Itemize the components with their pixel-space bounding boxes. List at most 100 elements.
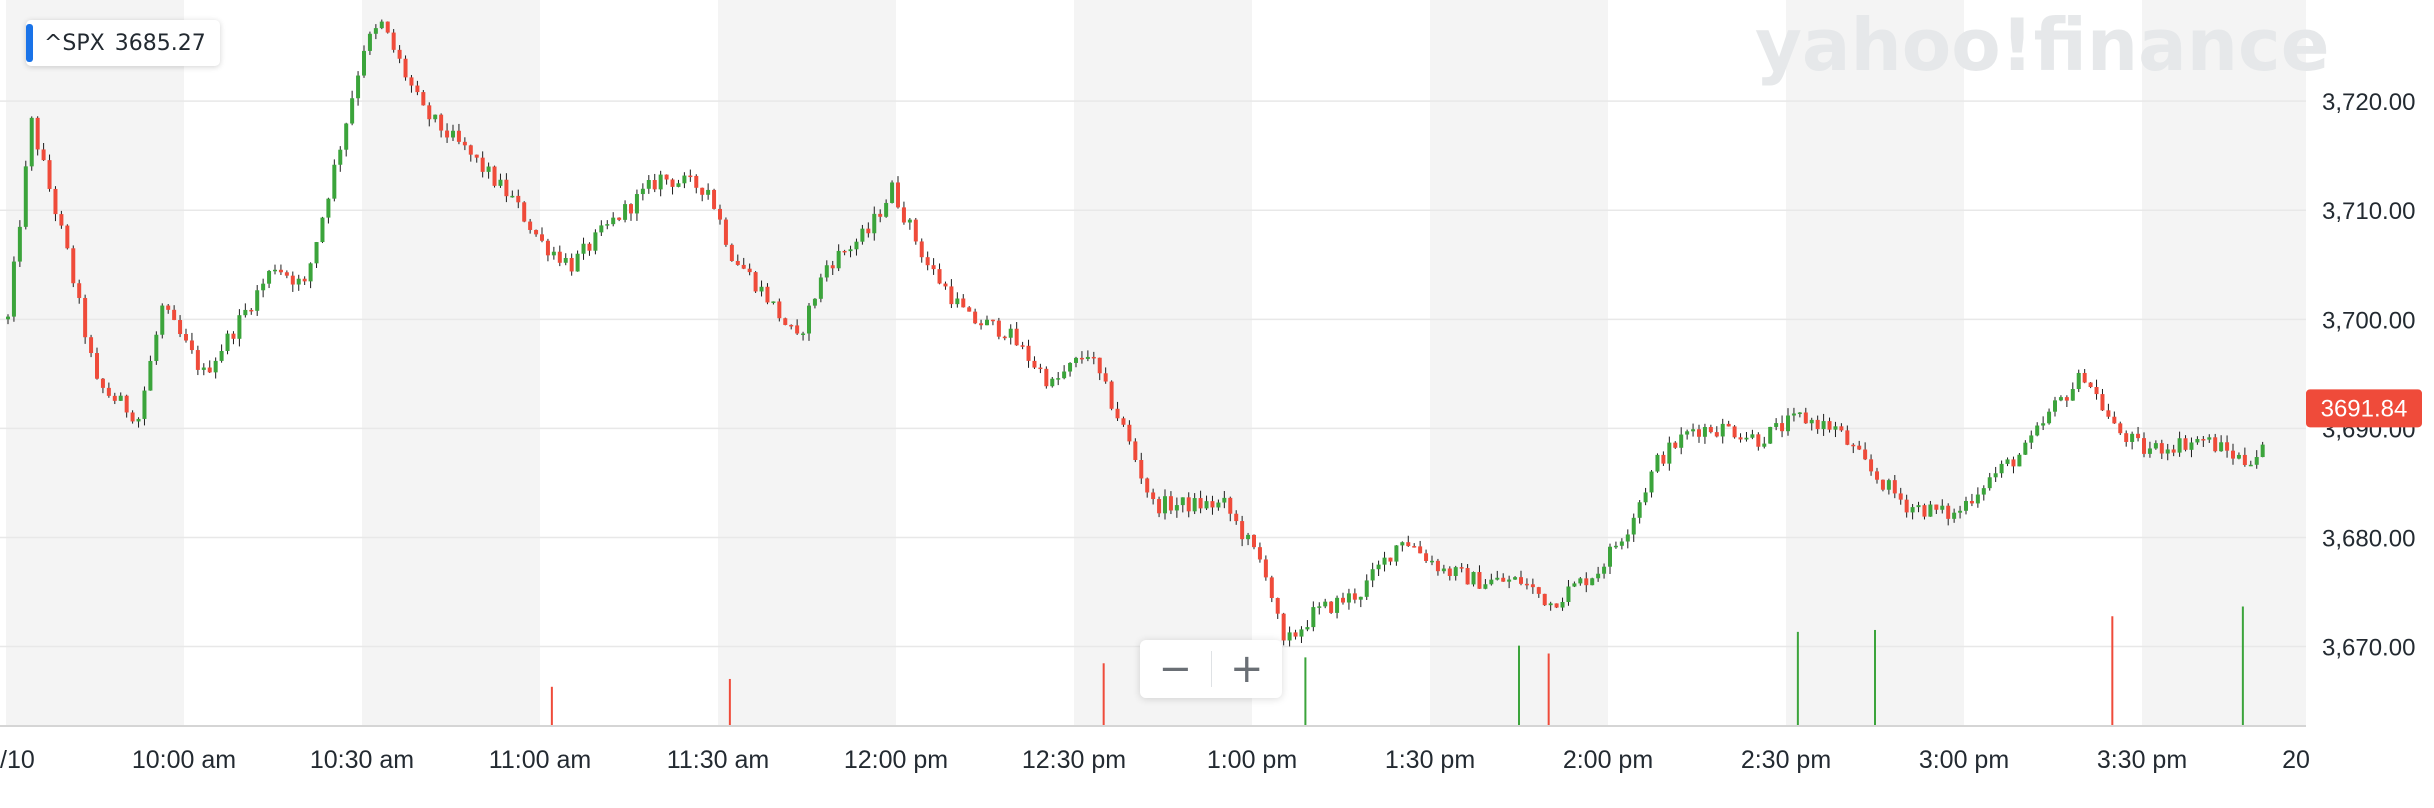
candle: [1370, 562, 1375, 588]
candle: [243, 303, 248, 318]
candle-body: [1625, 534, 1630, 542]
candle-body: [634, 194, 639, 214]
candle-body: [1447, 568, 1452, 576]
candle: [1791, 407, 1796, 422]
candle-body: [872, 213, 877, 234]
candle-body: [178, 320, 183, 335]
candle: [492, 165, 497, 188]
candle: [1358, 596, 1363, 608]
candle: [1222, 491, 1227, 509]
candle: [379, 19, 384, 30]
candle: [1548, 601, 1553, 611]
candle: [925, 251, 930, 271]
candle: [996, 317, 1001, 340]
candle-body: [967, 307, 972, 312]
candle: [789, 324, 794, 330]
candle-body: [1839, 426, 1844, 431]
candle: [1192, 493, 1197, 515]
candle: [2177, 431, 2182, 457]
candle-body: [1821, 421, 1826, 430]
candle-body: [1857, 445, 1862, 450]
candle: [967, 306, 972, 312]
candle: [1352, 588, 1357, 604]
candle: [783, 317, 788, 326]
candle-body: [741, 264, 746, 269]
candle: [1287, 626, 1292, 647]
candle: [1275, 597, 1280, 619]
candle: [1916, 501, 1921, 513]
candle: [100, 378, 105, 394]
candle: [160, 303, 165, 339]
zoom-out-button[interactable]: −: [1158, 646, 1192, 692]
candle: [2088, 382, 2093, 389]
time-band: [2142, 0, 2306, 726]
candle-body: [718, 208, 722, 220]
candle: [1566, 580, 1571, 606]
candle: [273, 264, 277, 275]
candle: [990, 319, 995, 326]
candle-body: [2219, 442, 2224, 452]
candle-body: [344, 123, 349, 150]
candle: [907, 218, 912, 230]
candle-body: [1786, 415, 1790, 432]
candle: [842, 249, 847, 256]
candle-body: [2047, 411, 2052, 424]
candle-body: [907, 219, 912, 223]
candle-body: [706, 189, 711, 195]
candle: [136, 417, 141, 428]
candle-body: [367, 33, 372, 51]
candle: [41, 143, 46, 161]
candle-body: [433, 114, 438, 120]
time-band: [1074, 0, 1252, 726]
candle-body: [581, 243, 586, 254]
candle-body: [1987, 477, 1992, 489]
candle: [326, 197, 331, 224]
candle: [1714, 426, 1719, 438]
candle-body: [1780, 423, 1785, 432]
candle: [747, 263, 752, 276]
candle-body: [195, 350, 200, 370]
candle: [1441, 564, 1446, 574]
candle-body: [172, 309, 177, 321]
candle: [284, 270, 289, 279]
candle: [427, 102, 432, 127]
candle-body: [421, 92, 426, 106]
candle-body: [1038, 367, 1043, 370]
candle: [409, 74, 414, 93]
zoom-in-button[interactable]: +: [1229, 646, 1264, 692]
candle: [1329, 601, 1334, 614]
candle: [1412, 543, 1417, 548]
candle: [1364, 574, 1369, 600]
candle-body: [89, 337, 94, 354]
candle-body: [1691, 429, 1696, 432]
candle: [213, 357, 218, 379]
candle: [1661, 451, 1666, 466]
candle: [735, 254, 740, 266]
candle: [1845, 425, 1850, 446]
candle: [1127, 420, 1132, 445]
candle: [65, 224, 70, 250]
candle: [225, 330, 230, 355]
candle-body: [1441, 568, 1446, 572]
candle-body: [2177, 438, 2182, 453]
candle-body: [557, 251, 562, 263]
candle: [1851, 443, 1856, 454]
candle-body: [207, 367, 212, 373]
candle-body: [142, 390, 147, 419]
candle: [35, 116, 40, 156]
candle-body: [1317, 606, 1322, 608]
candle-body: [100, 378, 105, 388]
candle: [629, 203, 633, 221]
y-tick-label: 3,700.00: [2322, 307, 2415, 334]
candle-body: [700, 187, 705, 195]
candle-body: [95, 353, 99, 379]
candle: [652, 173, 657, 193]
candle: [1026, 339, 1031, 368]
candle-body: [1774, 423, 1779, 427]
candle-body: [2213, 437, 2218, 452]
ticker-chip[interactable]: ^SPX 3685.27: [26, 20, 220, 66]
candle: [1602, 563, 1607, 579]
candle-body: [1827, 421, 1832, 430]
